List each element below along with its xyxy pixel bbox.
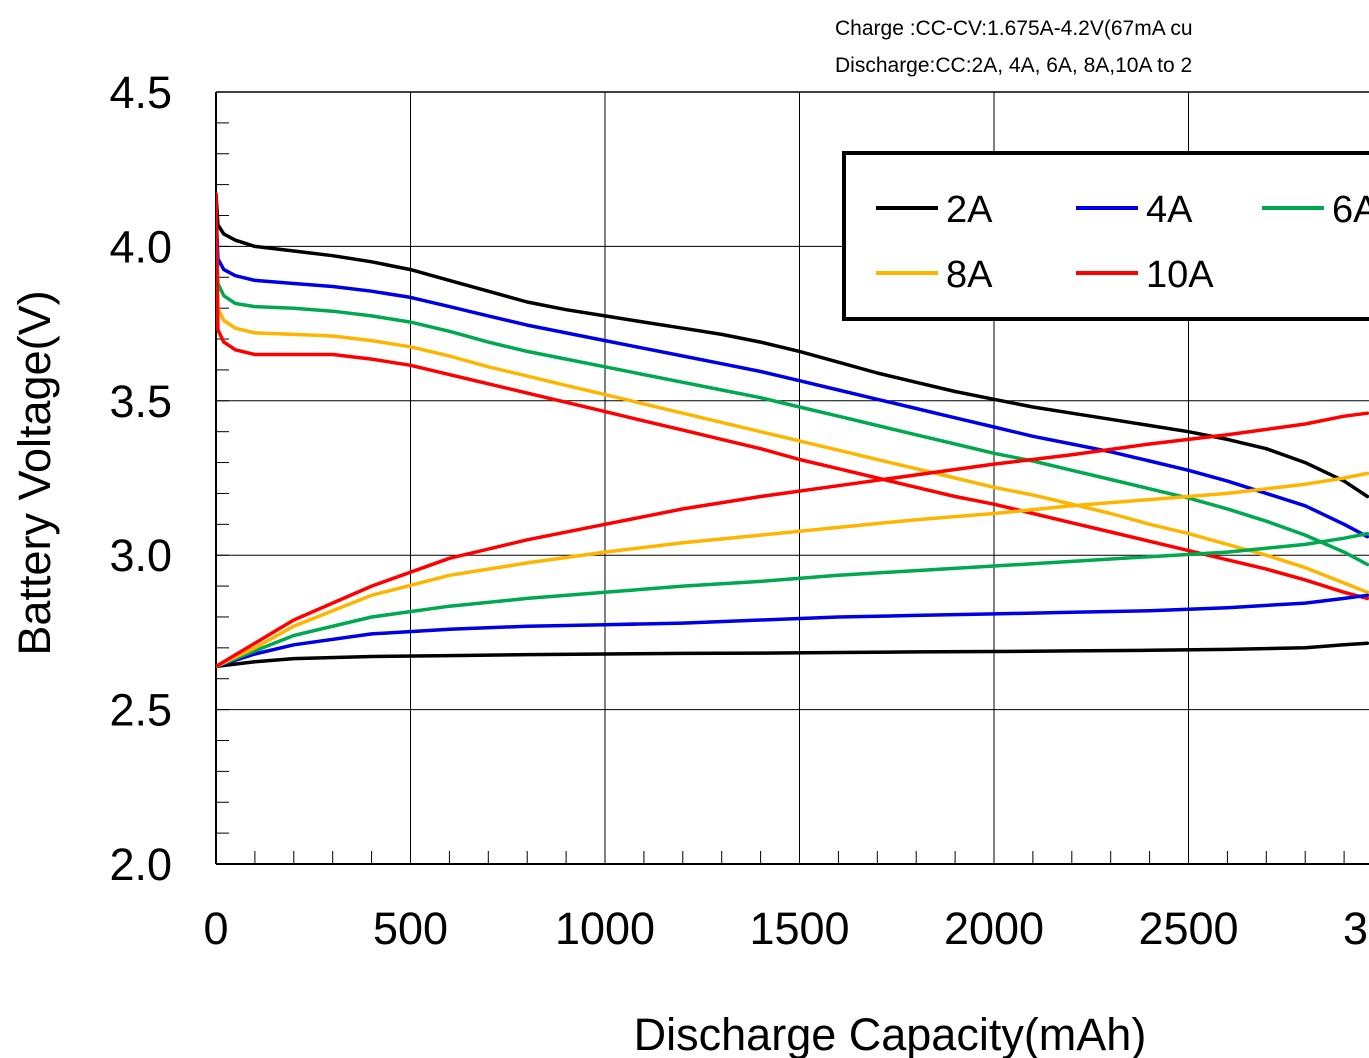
x-tick-label: 30	[1343, 903, 1369, 954]
y-tick-label: 2.0	[109, 839, 172, 890]
minor-ticks	[216, 122, 1345, 864]
series-line-8a-8	[216, 471, 1369, 669]
series-line-2a-5	[216, 641, 1369, 669]
x-tick-labels: 0 500 1000 1500 2000 2500 30	[203, 903, 1369, 954]
y-tick-label: 3.0	[109, 530, 172, 581]
legend: 2A 4A 6A 8A 10A	[842, 151, 1369, 321]
legend-label-8a: 8A	[946, 254, 993, 296]
legend-label-2a: 2A	[946, 189, 993, 231]
series-line-4a-1	[216, 207, 1369, 539]
series-group	[216, 192, 1369, 669]
x-axis-label: Discharge Capacity(mAh)	[634, 1009, 1147, 1058]
x-tick-label: 1000	[555, 903, 655, 954]
discharge-condition-note: Discharge:CC:2A, 4A, 6A, 8A,10A to 2	[835, 54, 1192, 77]
annotations: Charge :CC-CV:1.675A-4.2V(67mA cu Discha…	[835, 17, 1193, 77]
series-line-10a-4	[216, 192, 1369, 601]
legend-box	[842, 151, 1369, 321]
series-line-4a-6	[216, 593, 1369, 669]
x-tick-label: 2000	[944, 903, 1044, 954]
x-tick-label: 2500	[1138, 903, 1238, 954]
y-tick-label: 2.5	[109, 685, 172, 736]
x-tick-label: 1500	[749, 903, 849, 954]
y-tick-labels: 2.0 2.5 3.0 3.5 4.0 4.5	[109, 67, 172, 890]
x-tick-label: 0	[203, 903, 228, 954]
y-tick-label: 4.5	[109, 67, 172, 118]
legend-label-4a: 4A	[1146, 189, 1193, 231]
series-line-8a-3	[216, 232, 1369, 595]
x-tick-label: 500	[373, 903, 448, 954]
series-line-10a-9	[216, 411, 1369, 669]
y-axis-label: Battery Voltage(V)	[9, 290, 60, 655]
charge-condition-note: Charge :CC-CV:1.675A-4.2V(67mA cu	[835, 17, 1193, 40]
series-line-6a-2	[216, 219, 1369, 567]
legend-label-6a: 6A	[1332, 189, 1369, 231]
legend-label-10a: 10A	[1146, 254, 1214, 296]
y-tick-label: 3.5	[109, 376, 172, 427]
series-line-2a-0	[216, 192, 1369, 499]
series-line-6a-7	[216, 531, 1369, 669]
y-tick-label: 4.0	[109, 221, 172, 272]
